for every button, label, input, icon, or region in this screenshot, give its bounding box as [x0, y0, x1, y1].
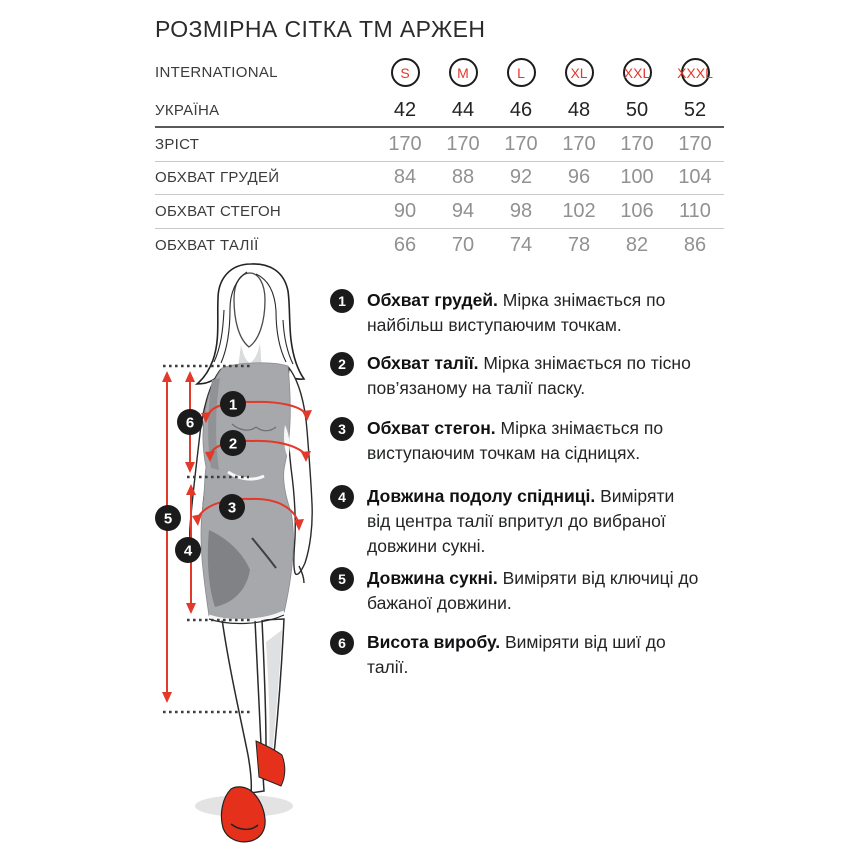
legend-description: Мірка знімається по найбільш виступаючим… [367, 290, 666, 335]
table-row-measure: ОБХВАТ ТАЛІЇ 66 70 74 78 82 86 [155, 229, 724, 263]
size-badge-s: S [390, 58, 420, 87]
table-row-measure: ЗРІСТ 170 170 170 170 170 170 [155, 128, 724, 162]
woman-dress-illustration: 1 2 3 4 5 6 [155, 263, 313, 843]
legend-term: Обхват грудей. [367, 290, 498, 310]
ukraine-size-value: 42 [393, 99, 417, 121]
size-cell: S [376, 58, 434, 87]
legend-text: Обхват стегон. Мірка знімається по висту… [367, 416, 701, 466]
measure-value: 170 [504, 132, 538, 155]
measure-row-label: ОБХВАТ ТАЛІЇ [155, 236, 259, 254]
legend-description: Виміряти від ключиці до бажаної довжини. [367, 568, 699, 613]
legend-text: Довжина подолу спідниці. Виміряти від це… [367, 484, 701, 559]
size-cell: M [434, 58, 492, 87]
measure-value: 96 [567, 166, 591, 189]
figure-marker-4: 4 [184, 542, 193, 559]
ukraine-size-value: 52 [683, 99, 707, 121]
measure-value: 92 [509, 166, 533, 189]
measure-value: 110 [679, 199, 711, 222]
legend-item-2: 2 Обхват талії. Мірка знімається по тісно… [330, 351, 742, 401]
size-badge-l: L [506, 58, 536, 87]
figure-marker-1: 1 [229, 396, 237, 413]
measure-value: 170 [678, 132, 712, 155]
legend-description: Виміряти від шиї до талії. [367, 632, 666, 677]
size-badge-xxl: XXL [622, 58, 652, 87]
measure-value: 66 [393, 233, 417, 256]
legend-text: Обхват талії. Мірка знімається по тісно … [367, 351, 701, 401]
table-row-international: INTERNATIONAL S M L XL XXL XXXL [155, 50, 724, 95]
figure-marker-6: 6 [186, 414, 194, 431]
measure-value: 70 [451, 233, 475, 256]
figure-markers: 1 2 3 4 5 6 [155, 391, 246, 563]
measure-value: 170 [562, 132, 596, 155]
arrowheads [162, 371, 312, 703]
measure-value: 86 [683, 233, 707, 256]
figure-marker-3: 3 [228, 499, 236, 516]
legend-term: Обхват талії. [367, 353, 479, 373]
ukraine-size-value: 48 [567, 99, 591, 121]
measure-row-label: ОБХВАТ ГРУДЕЙ [155, 169, 280, 187]
legend-term: Довжина подолу спідниці. [367, 486, 596, 506]
legend-term: Обхват стегон. [367, 418, 496, 438]
measure-value: 90 [393, 199, 417, 222]
legend-text: Довжина сукні. Виміряти від ключиці до б… [367, 566, 701, 616]
legend-description: Виміряти від центра талії впритул до виб… [367, 486, 675, 556]
red-heels [220, 740, 286, 843]
size-badge-xl: XL [564, 58, 594, 87]
size-cell: XXL [608, 58, 666, 87]
head [194, 263, 306, 385]
row-label-international: INTERNATIONAL [155, 64, 278, 81]
page-title: РОЗМІРНА СІТКА ТМ АРЖЕН [155, 16, 486, 42]
size-badge-m: M [448, 58, 478, 87]
measure-value: 170 [620, 132, 654, 155]
measure-value: 84 [393, 166, 417, 189]
legend-term: Висота виробу. [367, 632, 501, 652]
measure-value: 170 [446, 132, 480, 155]
measure-value: 100 [620, 166, 654, 189]
measure-row-label: ЗРІСТ [155, 135, 200, 153]
ukraine-size-value: 44 [451, 99, 475, 121]
legend-text: Обхват грудей. Мірка знімається по найбі… [367, 288, 701, 338]
size-table: INTERNATIONAL S M L XL XXL XXXL УКРАЇНА 42 44 46 48… [155, 50, 724, 262]
measurement-figure: 1 2 3 4 5 6 [140, 258, 340, 850]
legend-item-3: 3 Обхват стегон. Мірка знімається по вист… [330, 416, 742, 466]
measure-value: 82 [625, 233, 649, 256]
measure-value: 74 [509, 233, 533, 256]
legend-description: Мірка знімається по виступаючим точкам н… [367, 418, 664, 463]
measure-value: 104 [678, 166, 712, 189]
dotted-guides [163, 364, 253, 714]
ukraine-size-value: 50 [625, 99, 649, 121]
measure-value: 102 [562, 199, 596, 222]
measure-value: 78 [567, 233, 591, 256]
table-row-measure: ОБХВАТ СТЕГОН 90 94 98 102 106 110 [155, 195, 724, 229]
legend-item-1: 1 Обхват грудей. Мірка знімається по найб… [330, 288, 742, 338]
figure-marker-2: 2 [229, 435, 237, 452]
dress [200, 362, 294, 625]
measure-value: 94 [451, 199, 475, 222]
size-cell: L [492, 58, 550, 87]
legend-item-6: 6 Висота виробу. Виміряти від шиї до талі… [330, 630, 742, 680]
ukraine-size-value: 46 [509, 99, 533, 121]
leg-shading [266, 630, 282, 766]
legend-item-4: 4 Довжина подолу спідниці. Виміряти від ц… [330, 484, 742, 559]
legend-item-5: 5 Довжина сукні. Виміряти від ключиці до … [330, 566, 742, 616]
neck-shade [238, 343, 262, 367]
row-label-ukraine: УКРАЇНА [155, 102, 220, 119]
table-row-ukraine: УКРАЇНА 42 44 46 48 50 52 [155, 95, 724, 128]
legend-description: Мірка знімається по тісно пов’язаному на… [367, 353, 691, 398]
legend-term: Довжина сукні. [367, 568, 498, 588]
measure-value: 106 [620, 199, 654, 222]
legend-text: Висота виробу. Виміряти від шиї до талії… [367, 630, 701, 680]
measure-value: 88 [451, 166, 475, 189]
size-cell: XL [550, 58, 608, 87]
figure-marker-5: 5 [164, 510, 172, 527]
measure-row-label: ОБХВАТ СТЕГОН [155, 202, 282, 220]
measure-value: 170 [388, 132, 422, 155]
table-row-measure: ОБХВАТ ГРУДЕЙ 84 88 92 96 100 104 [155, 162, 724, 195]
size-badge-xxxl: XXXL [677, 58, 713, 87]
size-cell: XXXL [666, 58, 724, 87]
measure-value: 98 [509, 199, 533, 222]
